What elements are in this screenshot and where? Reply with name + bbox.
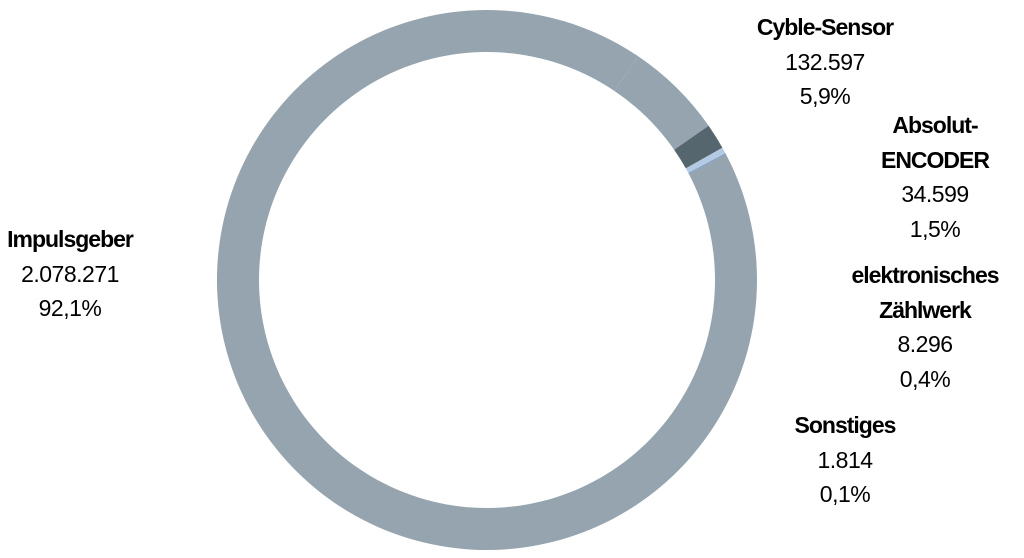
slice-percent-cyble-sensor: 5,9% — [799, 83, 851, 109]
donut-slices — [216, 9, 757, 550]
label-cyble-sensor: Cyble-Sensor 132.597 5,9% — [730, 10, 920, 114]
slice-name-absolut-line2: ENCODER — [880, 146, 990, 173]
slice-percent-zaehlwerk: 0,4% — [899, 365, 951, 392]
slice-value-impulsgeber: 2.078.271 — [21, 260, 119, 287]
donut-slice-absolut — [674, 125, 723, 169]
slice-value-absolut-encoder: 34.599 — [901, 181, 969, 207]
slice-name-zaehlwerk-line1: elektronisches — [851, 262, 999, 288]
slice-name-absolut-line1: Absolut- — [892, 112, 978, 138]
slice-name-impulsgeber: Impulsgeber — [7, 226, 134, 252]
label-impulsgeber: Impulsgeber 2.078.271 92,1% — [0, 222, 140, 326]
slice-value-sonstiges: 1.814 — [817, 446, 873, 473]
label-sonstiges: Sonstiges 1.814 0,1% — [770, 408, 920, 512]
slice-name-zaehlwerk-line2: Zählwerk — [879, 296, 972, 323]
donut-slice-zaehlwerk — [685, 147, 726, 173]
donut-slice-cyble — [614, 56, 709, 150]
slice-value-cyble-sensor: 132.597 — [785, 48, 865, 75]
slice-name-sonstiges: Sonstiges — [794, 412, 897, 438]
slice-percent-absolut-encoder: 1,5% — [909, 215, 961, 242]
donut-slice-sonstiges — [688, 153, 727, 175]
slice-percent-impulsgeber: 92,1% — [38, 295, 102, 321]
slice-value-zaehlwerk: 8.296 — [897, 331, 953, 357]
slice-name-cyble-sensor: Cyble-Sensor — [756, 14, 894, 40]
slice-percent-sonstiges: 0,1% — [819, 481, 871, 507]
label-absolut-encoder: Absolut- ENCODER 34.599 1,5% — [860, 108, 1010, 246]
label-elektronisches-zaehlwerk: elektronisches Zählwerk 8.296 0,4% — [830, 258, 1020, 396]
